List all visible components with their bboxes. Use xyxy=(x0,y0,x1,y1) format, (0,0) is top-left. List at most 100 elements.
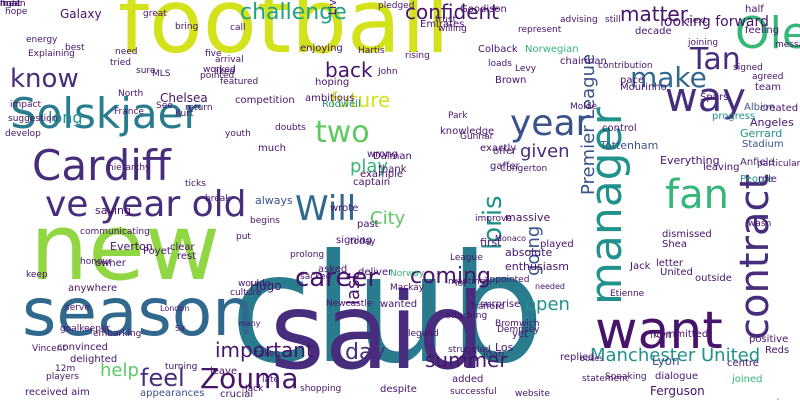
word-replied: replied xyxy=(560,352,595,363)
word-late: late xyxy=(262,375,280,385)
word-arrival: arrival xyxy=(215,55,244,65)
word-contract: contract xyxy=(732,173,778,340)
word-struggled: struggled xyxy=(448,345,491,355)
word-competition: competition xyxy=(235,95,295,106)
word-ticks: ticks xyxy=(185,179,206,189)
word-anywhere: anywhere xyxy=(68,283,118,294)
word-goodison: Goodison xyxy=(460,4,507,15)
word-important: important xyxy=(215,338,314,362)
word-call: call xyxy=(230,23,246,33)
word-next: next xyxy=(687,16,707,26)
word-surprise: surprise xyxy=(480,299,521,310)
word-sure: sure xyxy=(136,66,156,76)
word-communicating: communicating xyxy=(80,227,150,237)
word-begins: begins xyxy=(250,216,280,226)
word-trafford: Trafford xyxy=(470,302,505,312)
word-keep: keep xyxy=(26,270,48,280)
word-legend: legend xyxy=(408,329,439,339)
word-brown: Brown xyxy=(495,75,527,86)
word-football: football xyxy=(118,0,450,73)
word-right: right xyxy=(0,0,22,9)
word-wouldn: wouldn xyxy=(238,279,271,289)
word-see: See xyxy=(156,101,173,111)
word-great: great xyxy=(143,9,167,19)
word-united: United xyxy=(660,267,693,278)
word-dismissed: dismissed xyxy=(662,229,712,240)
word-crucial: crucial xyxy=(220,389,254,400)
word-galaxy: Galaxy xyxy=(60,7,102,21)
word-coming: coming xyxy=(410,264,492,289)
word-hoping: hoping xyxy=(315,77,350,88)
word-manchester-united: Manchester United xyxy=(590,345,761,366)
word-everton: Everton xyxy=(110,240,153,253)
word-received-aim: received aim xyxy=(25,387,90,398)
word-career: career xyxy=(295,263,379,293)
word-ferguson: Ferguson xyxy=(650,384,705,398)
word-london: London xyxy=(160,304,190,313)
word-emirates: Emirates xyxy=(420,19,465,30)
word-cardiff: Cardiff xyxy=(32,141,171,190)
word-knowledge: knowledge xyxy=(440,126,495,137)
word-help: help xyxy=(100,360,139,381)
word-way: way xyxy=(665,75,746,121)
word-agreed: agreed xyxy=(752,72,784,82)
word-much: much xyxy=(258,143,286,154)
word-offer: offer xyxy=(493,146,517,157)
word-jack: Jack xyxy=(245,384,264,394)
word-despite: despite xyxy=(380,384,417,395)
word-five: five xyxy=(205,49,222,59)
word-congerton: Congerton xyxy=(500,164,548,174)
word-dalman: Dalman xyxy=(373,151,412,162)
word-still: still xyxy=(605,15,621,25)
word-improve: improve xyxy=(475,214,512,224)
word-vincent: Vincent xyxy=(32,344,66,354)
word-rising: rising xyxy=(405,51,430,61)
word-boxes: boxes xyxy=(580,354,604,363)
word-molde: Molde xyxy=(570,102,598,112)
word-role: role xyxy=(758,174,777,185)
word-website: website xyxy=(515,389,550,399)
word-challenge: challenge xyxy=(240,0,347,25)
word-confident: confident xyxy=(405,0,500,24)
word-hartis: Hartis xyxy=(358,46,385,56)
word-sacked: sacked xyxy=(300,272,332,282)
word-committed: committed xyxy=(654,329,709,340)
word-gaffer: gaffer xyxy=(490,161,520,172)
word-willing: willing xyxy=(438,24,467,34)
word-reds: Reds xyxy=(765,345,790,356)
word-tan: Tan xyxy=(690,42,741,77)
word-many: many xyxy=(238,319,261,328)
word-develop: develop xyxy=(5,129,41,139)
word-mean: mean xyxy=(0,0,26,9)
word-loads: loads xyxy=(488,59,512,69)
word-needed: needed xyxy=(535,282,565,291)
word-given: given xyxy=(520,141,570,162)
word-people: People xyxy=(740,174,774,185)
word-letter: letter xyxy=(656,258,684,269)
word-best: best xyxy=(65,43,85,53)
word-rodwell: Rodwell xyxy=(322,99,361,110)
word-pledged: pledged xyxy=(378,1,415,11)
word-youth: youth xyxy=(225,129,251,139)
word-norway: Norway xyxy=(390,269,425,279)
word-france: France xyxy=(114,107,144,117)
word-centre: centre xyxy=(727,358,759,369)
word-will: Will xyxy=(295,189,357,229)
word-messages: messages xyxy=(775,40,800,50)
word-los: Los xyxy=(495,341,514,354)
word-worked: worked xyxy=(203,65,236,75)
word-contribution: contribution xyxy=(598,61,653,71)
word-taken: taken xyxy=(255,349,281,359)
word-bring: bring xyxy=(175,22,199,32)
word-etienne: Etienne xyxy=(610,289,645,299)
word-spurs: Spurs xyxy=(700,92,729,103)
word-hierarchy: hierarchy xyxy=(108,163,151,173)
word-city: City xyxy=(370,208,406,229)
word-played: played xyxy=(540,239,574,250)
word-signing: signing xyxy=(336,235,373,246)
word-summer: summer xyxy=(425,348,508,372)
word-bromwich: Bromwich xyxy=(495,319,540,329)
word-enjoy: enjoy xyxy=(764,399,791,400)
word-wrong: wrong xyxy=(367,149,398,160)
word-chelsea: Chelsea xyxy=(160,91,208,105)
